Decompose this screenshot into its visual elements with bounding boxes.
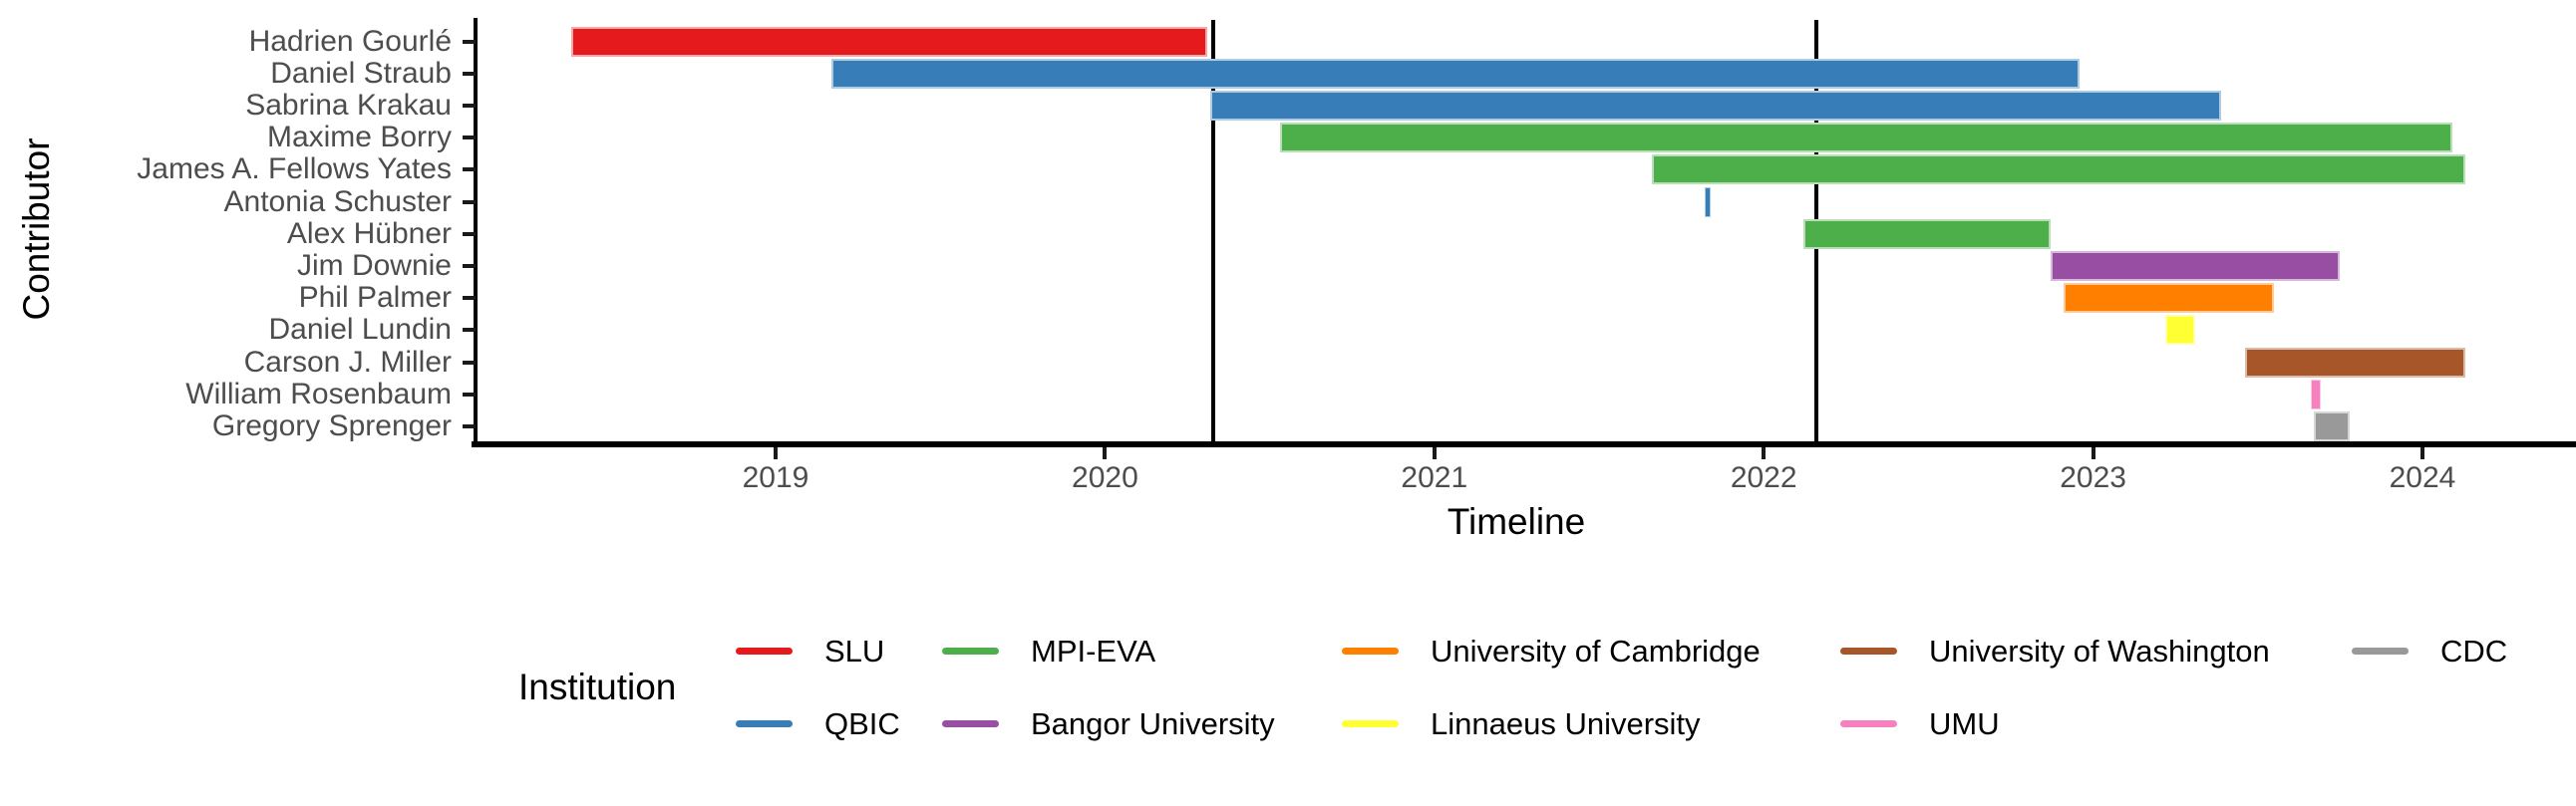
legend-label: MPI-EVA (1031, 634, 1156, 669)
y-axis-line (474, 18, 478, 447)
gantt-bar (1651, 154, 2465, 185)
gantt-bar (1802, 218, 2051, 249)
legend-key (736, 720, 793, 727)
gantt-bar (2063, 283, 2275, 314)
y-tick (463, 103, 476, 108)
x-axis-title: Timeline (1447, 501, 1586, 542)
legend-key (942, 648, 999, 655)
y-tick (463, 423, 476, 428)
gantt-bar (2313, 410, 2351, 441)
contributor-label: Sabrina Krakau (245, 88, 452, 122)
gantt-bar (1210, 90, 2222, 121)
contributor-label: Alex Hübner (286, 216, 452, 250)
legend-label: University of Washington (1929, 634, 2270, 669)
milestone-line (1211, 20, 1216, 441)
gantt-bar (2165, 315, 2196, 346)
legend-label: CDC (2440, 634, 2508, 669)
legend-key (1840, 648, 1897, 655)
legend-label: QBIC (824, 706, 900, 741)
legend-key (736, 648, 793, 655)
legend-key (1840, 720, 1897, 727)
legend-key (2352, 648, 2409, 655)
legend-title: Institution (518, 667, 677, 707)
x-tick (2420, 447, 2424, 459)
gantt-bar (1704, 186, 1712, 217)
y-tick (463, 199, 476, 204)
x-tick-label: 2019 (742, 461, 809, 494)
legend-label: Bangor University (1031, 706, 1275, 741)
y-tick (463, 71, 476, 76)
gantt-bar (2050, 250, 2341, 281)
x-tick-label: 2024 (2389, 461, 2456, 494)
contributor-label: Daniel Lundin (268, 313, 452, 347)
contributor-label: Daniel Straub (270, 56, 452, 90)
x-tick-label: 2022 (1730, 461, 1797, 494)
y-tick (463, 296, 476, 301)
contributor-label: Carson J. Miller (243, 345, 452, 379)
x-tick (2091, 447, 2095, 459)
x-tick (1762, 447, 1767, 459)
contributor-label: Phil Palmer (298, 281, 452, 315)
gantt-bar (571, 26, 1207, 57)
x-tick-label: 2023 (2060, 461, 2126, 494)
y-tick (463, 328, 476, 333)
contributor-label: Gregory Sprenger (211, 408, 452, 442)
gantt-bar (1279, 123, 2452, 153)
contributor-label: Jim Downie (296, 248, 452, 282)
legend-key (1342, 720, 1399, 727)
legend-label: SLU (824, 634, 885, 669)
y-axis-title: Contributor (16, 137, 57, 321)
y-tick (463, 135, 476, 140)
x-tick (774, 447, 778, 459)
x-tick (1103, 447, 1108, 459)
contributor-label: Maxime Borry (266, 121, 452, 154)
y-tick (463, 167, 476, 172)
contributor-label: Antonia Schuster (223, 184, 452, 218)
y-tick (463, 231, 476, 236)
y-tick (463, 263, 476, 268)
x-axis-line (472, 441, 2576, 447)
legend-key (1342, 648, 1399, 655)
y-tick (463, 392, 476, 397)
legend-label: Linnaeus University (1431, 706, 1701, 741)
gantt-bar (2310, 379, 2321, 409)
y-tick (463, 39, 476, 44)
gantt-bar (831, 58, 2081, 89)
contributor-label: Hadrien Gourlé (248, 24, 452, 58)
x-tick (1432, 447, 1437, 459)
x-tick-label: 2021 (1401, 461, 1468, 494)
gantt-bar (2244, 347, 2465, 378)
contributor-label: James A. Fellows Yates (137, 152, 452, 186)
contributor-label: William Rosenbaum (185, 377, 452, 410)
y-tick (463, 360, 476, 365)
legend-key (942, 720, 999, 727)
x-tick-label: 2020 (1072, 461, 1138, 494)
legend-label: University of Cambridge (1431, 634, 1761, 669)
legend-label: UMU (1929, 706, 2000, 741)
